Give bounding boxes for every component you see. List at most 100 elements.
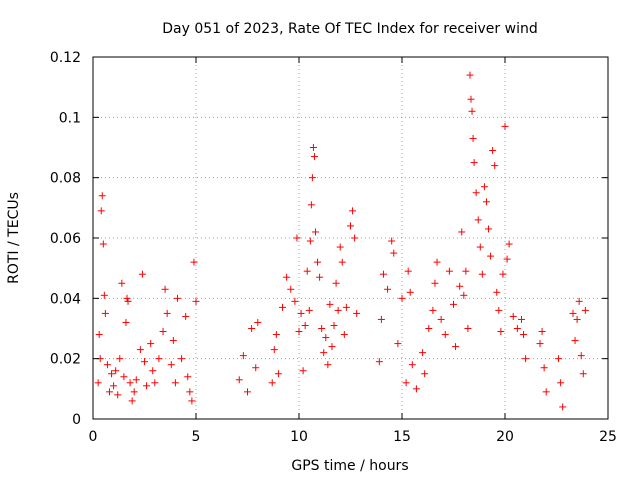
axis-ticks [92, 56, 609, 420]
data-point [136, 346, 144, 354]
data-point [173, 294, 181, 302]
data-point [105, 388, 113, 396]
x-tick-label: 25 [599, 429, 617, 445]
data-point [402, 379, 410, 387]
data-point [406, 288, 414, 296]
data-point [320, 349, 328, 357]
data-point [513, 325, 521, 332]
data-point [270, 346, 278, 354]
data-point [489, 147, 497, 155]
data-point [464, 325, 472, 332]
data-point [497, 328, 505, 336]
data-point [452, 343, 460, 351]
y-tick-label: 0.02 [50, 352, 81, 368]
data-point [379, 270, 387, 278]
data-point [456, 282, 464, 290]
data-point [103, 361, 111, 369]
data-point [130, 388, 138, 396]
data-point [579, 370, 587, 378]
data-point [151, 379, 159, 387]
data-point [466, 71, 474, 79]
data-point [94, 379, 102, 387]
data-point [305, 306, 313, 314]
data-point [324, 361, 332, 369]
data-point [163, 309, 171, 317]
data-point [272, 331, 280, 339]
data-point [480, 183, 488, 191]
data-point [268, 379, 276, 387]
data-point [293, 234, 301, 242]
data-point [476, 243, 484, 251]
data-point [169, 337, 177, 345]
data-point [182, 312, 190, 320]
data-point [274, 370, 282, 378]
data-point [412, 385, 420, 393]
y-tick-label: 0.1 [59, 110, 81, 126]
data-point [478, 270, 486, 278]
data-point [538, 328, 546, 336]
data-point [540, 364, 548, 372]
data-point [384, 285, 392, 293]
data-point [95, 331, 103, 339]
data-point [118, 279, 126, 287]
data-point [171, 379, 179, 387]
data-point [334, 306, 342, 314]
data-point [310, 153, 318, 161]
data-point [239, 352, 247, 360]
data-point [311, 228, 319, 236]
data-point [577, 352, 585, 360]
data-point [460, 291, 468, 299]
data-point [469, 134, 477, 142]
data-point [147, 340, 155, 348]
data-point [437, 315, 445, 323]
data-point [485, 225, 493, 233]
data-point [517, 315, 525, 323]
y-tick-label: 0.12 [50, 50, 81, 66]
data-point [575, 297, 583, 305]
data-point [482, 198, 490, 206]
data-point [143, 382, 151, 390]
data-point [557, 379, 565, 387]
data-point [318, 325, 326, 332]
data-point [571, 337, 579, 345]
data-point [332, 279, 340, 287]
data-point [159, 328, 167, 336]
data-point [316, 273, 324, 281]
data-point [126, 379, 134, 387]
data-point [419, 349, 427, 357]
data-point [487, 252, 495, 260]
data-point [398, 294, 406, 302]
data-point [559, 403, 567, 411]
data-point [450, 300, 457, 308]
data-point [291, 297, 299, 305]
data-point [190, 258, 198, 266]
data-point [235, 376, 243, 384]
data-point [97, 207, 105, 215]
data-point [138, 270, 146, 278]
data-point [421, 370, 429, 378]
data-point [491, 162, 499, 170]
data-point [124, 297, 132, 305]
data-point [445, 267, 453, 275]
data-point [178, 355, 186, 363]
data-point [279, 303, 287, 311]
chart-title: Day 051 of 2023, Rate Of TEC Index for r… [162, 21, 537, 37]
data-point [536, 340, 544, 348]
data-point [254, 318, 262, 326]
data-point [299, 367, 307, 375]
data-point [116, 355, 124, 363]
x-tick-label: 0 [89, 429, 98, 445]
data-point [501, 122, 509, 130]
data-point [499, 270, 507, 278]
x-tick-label: 20 [496, 429, 514, 445]
data-point [308, 174, 316, 182]
data-point [188, 397, 196, 405]
data-point [336, 243, 344, 251]
data-point [573, 315, 581, 323]
data-point [326, 300, 334, 308]
data-point [431, 279, 439, 287]
data-point [98, 192, 106, 200]
data-point [472, 189, 480, 197]
y-tick-label: 0.08 [50, 171, 81, 187]
data-point [375, 358, 383, 366]
